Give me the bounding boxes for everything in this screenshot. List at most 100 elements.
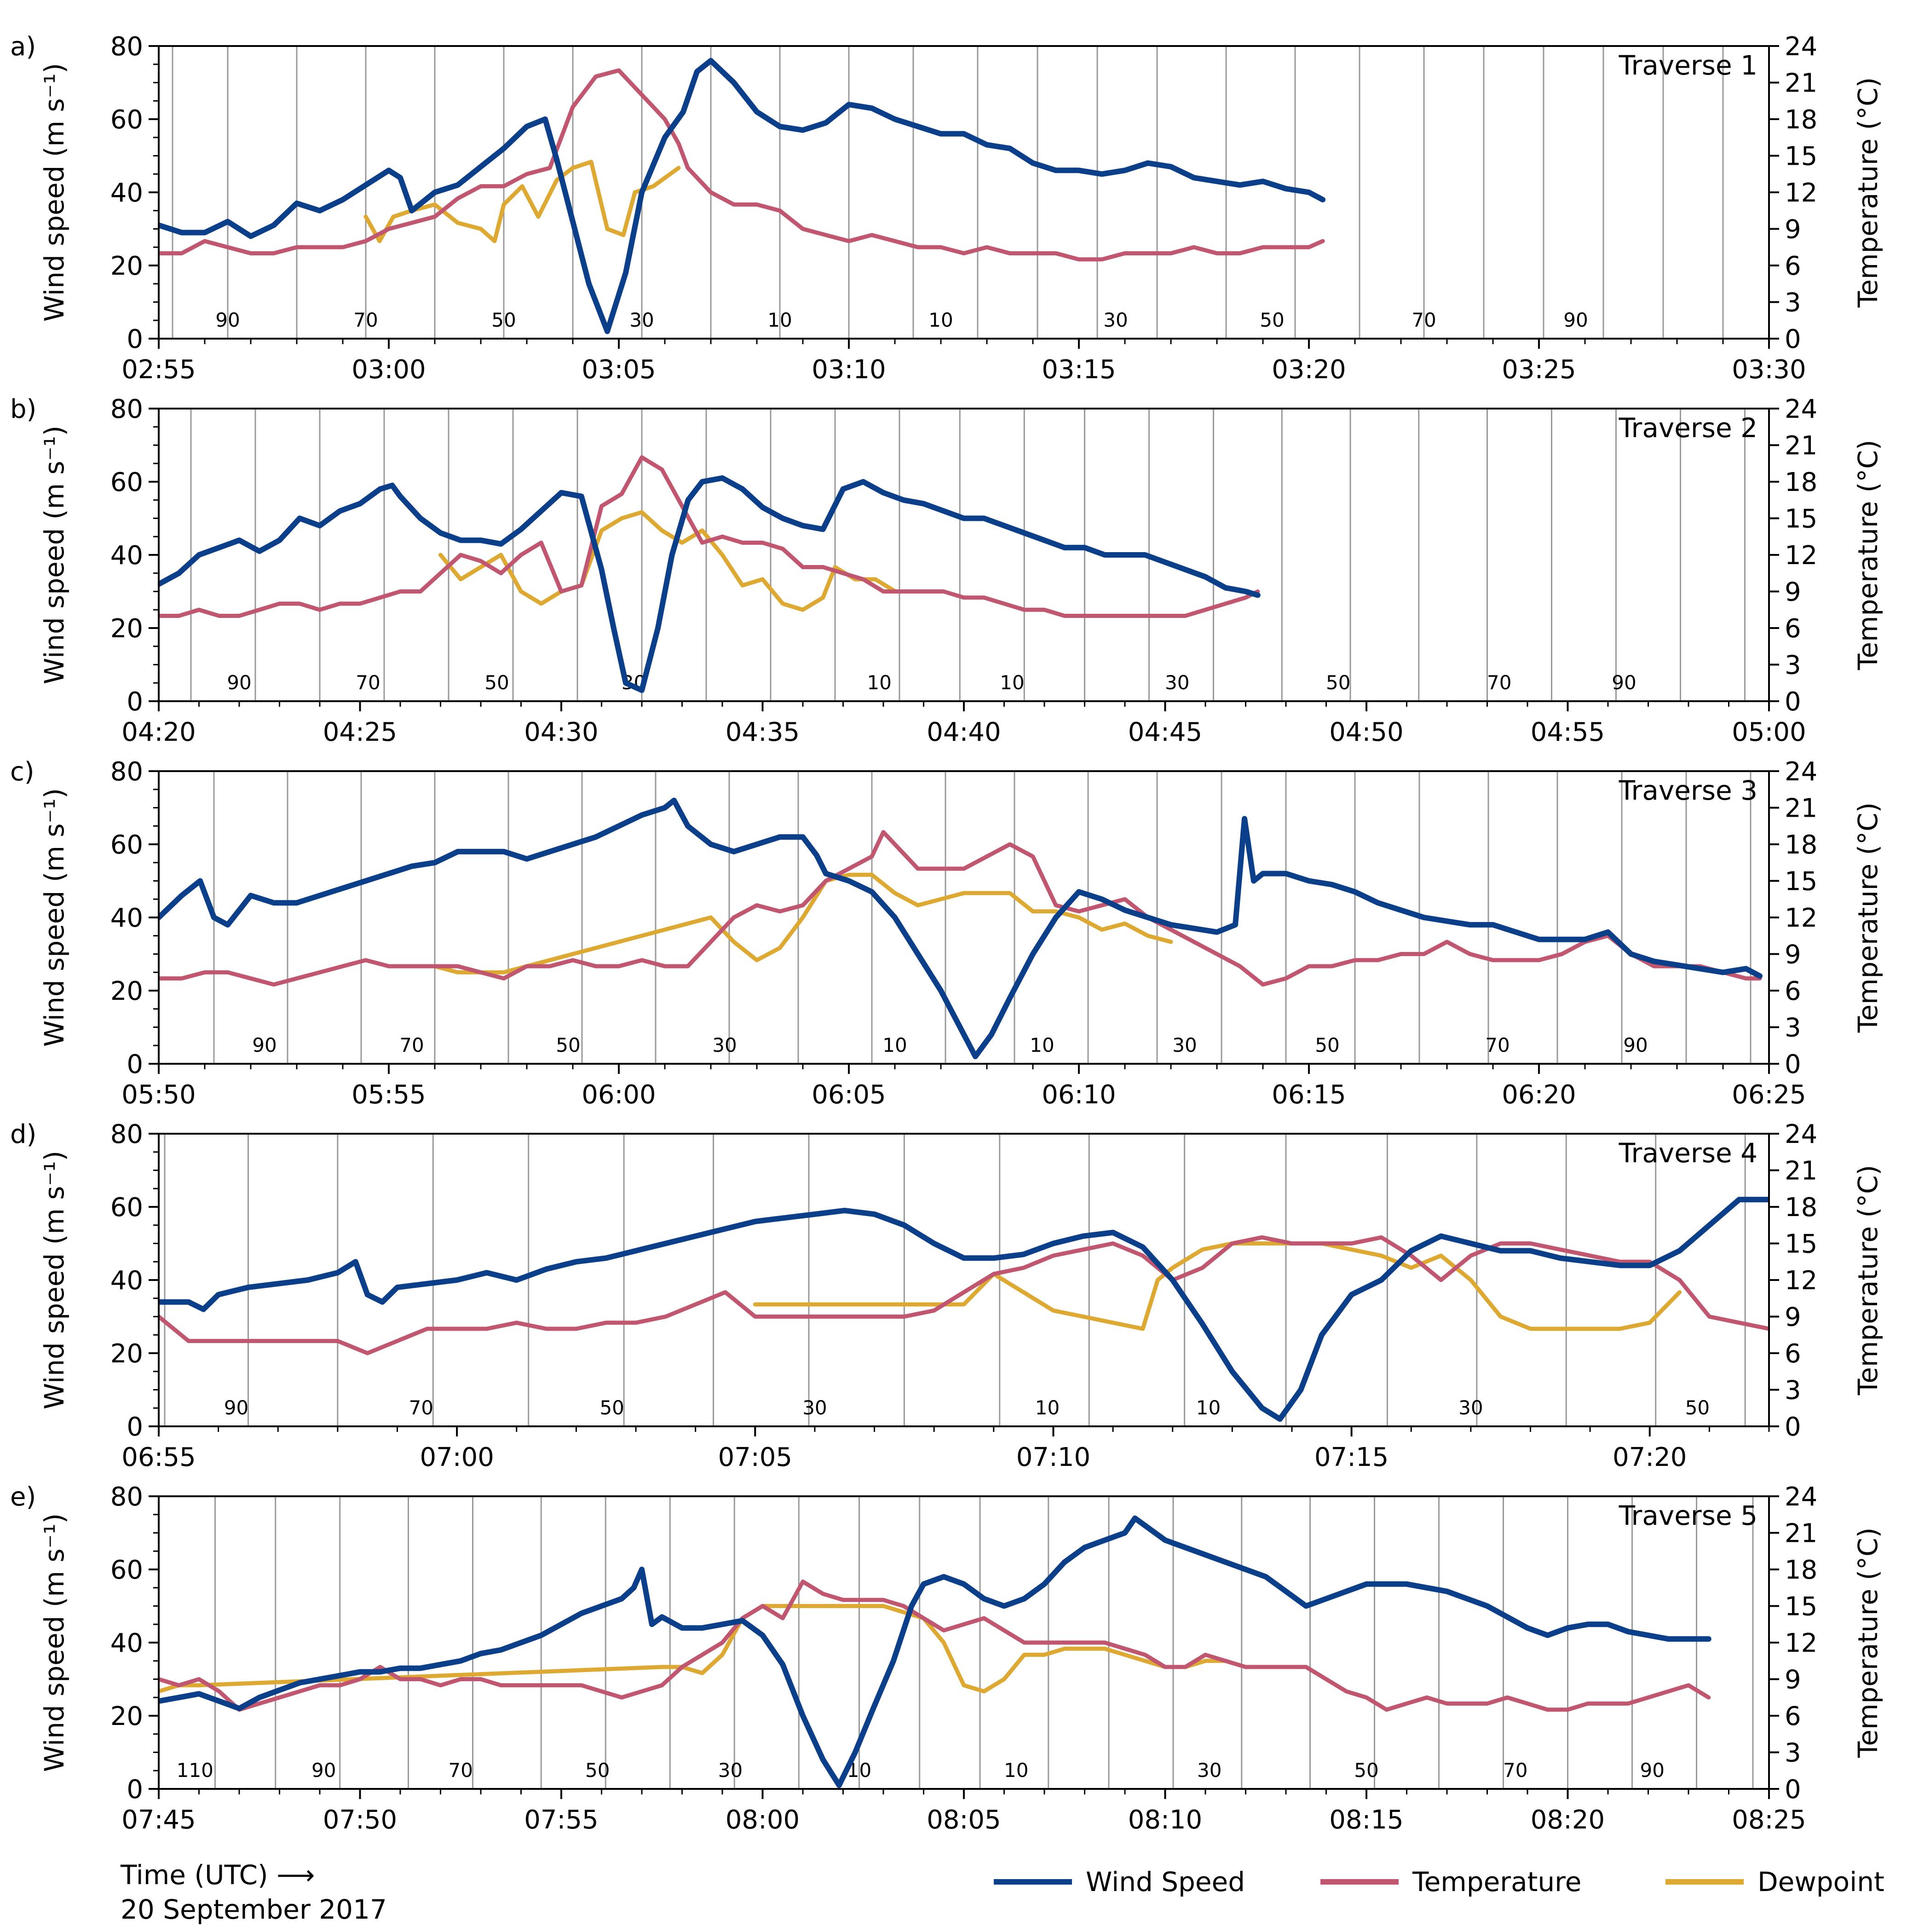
x-tick-label: 04:40	[927, 717, 1001, 747]
x-tick-label: 04:25	[323, 717, 397, 747]
x-tick-label: 08:00	[726, 1805, 800, 1835]
y-right-tick-label: 21	[1785, 431, 1817, 461]
series-temperature	[159, 1235, 1769, 1355]
radius-label: 10	[1030, 1034, 1054, 1056]
x-tick-label: 08:10	[1128, 1805, 1202, 1835]
x-tick-label: 06:20	[1502, 1080, 1576, 1110]
y-right-tick-label: 9	[1785, 940, 1801, 970]
panel-title: Traverse 1	[1619, 50, 1757, 81]
y-tick-label: 60	[110, 467, 143, 497]
y-tick-label: 40	[110, 178, 143, 208]
radius-label: 70	[399, 1034, 424, 1056]
y-tick-label: 0	[127, 687, 143, 717]
series-temperature	[159, 1580, 1711, 1712]
panel-title: Traverse 4	[1619, 1137, 1757, 1169]
x-tick-label: 05:50	[121, 1080, 196, 1110]
x-tick-label: 07:45	[121, 1805, 196, 1835]
x-tick-label: 03:30	[1732, 355, 1806, 385]
radius-label: 10	[767, 309, 792, 331]
y-right-tick-label: 18	[1785, 467, 1817, 497]
y-axis-title: Wind speed (m s⁻¹)	[39, 426, 70, 684]
y-tick-label: 20	[110, 1339, 143, 1369]
series-wind-speed	[159, 58, 1325, 334]
x-tick-label: 07:10	[1016, 1442, 1090, 1472]
y-tick-label: 80	[110, 1482, 143, 1512]
legend-label: Wind Speed	[1086, 1866, 1245, 1897]
radius-label: 70	[356, 671, 380, 694]
y-tick-label: 0	[127, 1775, 143, 1805]
radius-label: 50	[1260, 309, 1284, 331]
plot-frame	[158, 1133, 1770, 1427]
series-temperature	[159, 68, 1325, 262]
radius-label: 90	[215, 309, 240, 331]
y-tick-label: 20	[110, 976, 143, 1006]
y-right-tick-label: 6	[1785, 1339, 1801, 1369]
radius-label: 90	[311, 1759, 336, 1782]
y-tick-label: 0	[127, 324, 143, 354]
x-tick-label: 07:00	[420, 1442, 494, 1472]
y-right-tick-label: 18	[1785, 1193, 1817, 1223]
series-dewpoint	[438, 510, 898, 612]
y-tick-label: 20	[110, 1701, 143, 1731]
y-right-tick-label: 9	[1785, 577, 1801, 607]
radius-label: 50	[1326, 671, 1350, 694]
y-right-tick-label: 24	[1785, 1119, 1817, 1149]
x-tick-label: 03:05	[582, 355, 656, 385]
series-temperature	[159, 830, 1762, 987]
y-right-tick-label: 18	[1785, 1555, 1817, 1585]
y-right-tick-label: 0	[1785, 1775, 1801, 1805]
x-tick-label: 08:20	[1531, 1805, 1605, 1835]
y-right-tick-label: 6	[1785, 251, 1801, 281]
y-tick-label: 80	[110, 32, 143, 62]
plot-frame	[158, 1495, 1770, 1790]
radius-label: 30	[802, 1396, 827, 1419]
y-right-axis-title: Temperature (°C)	[1852, 1528, 1884, 1759]
x-tick-label: 03:00	[351, 355, 426, 385]
radius-label: 50	[484, 671, 509, 694]
radius-label: 10	[928, 309, 953, 331]
x-tick-label: 07:50	[323, 1805, 397, 1835]
radius-label: 30	[1197, 1759, 1222, 1782]
y-tick-label: 60	[110, 105, 143, 135]
y-right-tick-label: 18	[1785, 105, 1817, 135]
y-tick-label: 20	[110, 251, 143, 281]
y-tick-label: 40	[110, 1266, 143, 1296]
y-tick-label: 80	[110, 394, 143, 424]
series-wind-speed	[159, 797, 1763, 1060]
y-tick-label: 60	[110, 1193, 143, 1223]
radius-label: 70	[1487, 671, 1511, 694]
panel-1: 90 70 50 30 10 10 30 50 70 90 0 20 40 60 80 0 3 6 9 12 15 18 2…	[10, 32, 1884, 385]
x-tick-label: 06:55	[121, 1442, 196, 1472]
legend-label: Dewpoint	[1757, 1866, 1884, 1897]
radius-label: 90	[1623, 1034, 1648, 1056]
y-axis-title: Wind speed (m s⁻¹)	[39, 1513, 70, 1772]
radius-label: 10	[1000, 671, 1024, 694]
date-label: 20 September 2017	[121, 1894, 387, 1925]
radius-label: 30	[1458, 1396, 1483, 1419]
radius-label: 70	[353, 309, 378, 331]
x-tick-label: 06:15	[1272, 1080, 1346, 1110]
plot-frame	[158, 770, 1770, 1065]
radius-label: 30	[629, 309, 654, 331]
panel-3: 90 70 50 30 10 10 30 50 70 90 0 20 40 60 80 0 3 6 9 12 15 18 2…	[10, 757, 1884, 1110]
radius-label: 50	[1354, 1759, 1378, 1782]
radius-label: 50	[1685, 1396, 1710, 1419]
y-tick-label: 0	[127, 1412, 143, 1442]
y-right-tick-label: 0	[1785, 687, 1801, 717]
x-tick-label: 04:55	[1531, 717, 1605, 747]
x-tick-label: 03:10	[812, 355, 886, 385]
x-tick-label: 06:05	[812, 1080, 886, 1110]
time-axis-label: Time (UTC) ⟶	[120, 1859, 315, 1891]
y-right-tick-label: 15	[1785, 1229, 1817, 1259]
x-tick-label: 08:25	[1732, 1805, 1806, 1835]
radius-label: 70	[1412, 309, 1436, 331]
x-tick-label: 08:15	[1329, 1805, 1403, 1835]
series-wind-speed	[159, 1515, 1711, 1788]
radius-label: 10	[1035, 1396, 1060, 1419]
x-tick-label: 07:20	[1613, 1442, 1687, 1472]
y-right-tick-label: 6	[1785, 976, 1801, 1006]
y-tick-label: 80	[110, 757, 143, 787]
y-right-tick-label: 21	[1785, 69, 1817, 98]
y-right-tick-label: 3	[1785, 651, 1801, 681]
